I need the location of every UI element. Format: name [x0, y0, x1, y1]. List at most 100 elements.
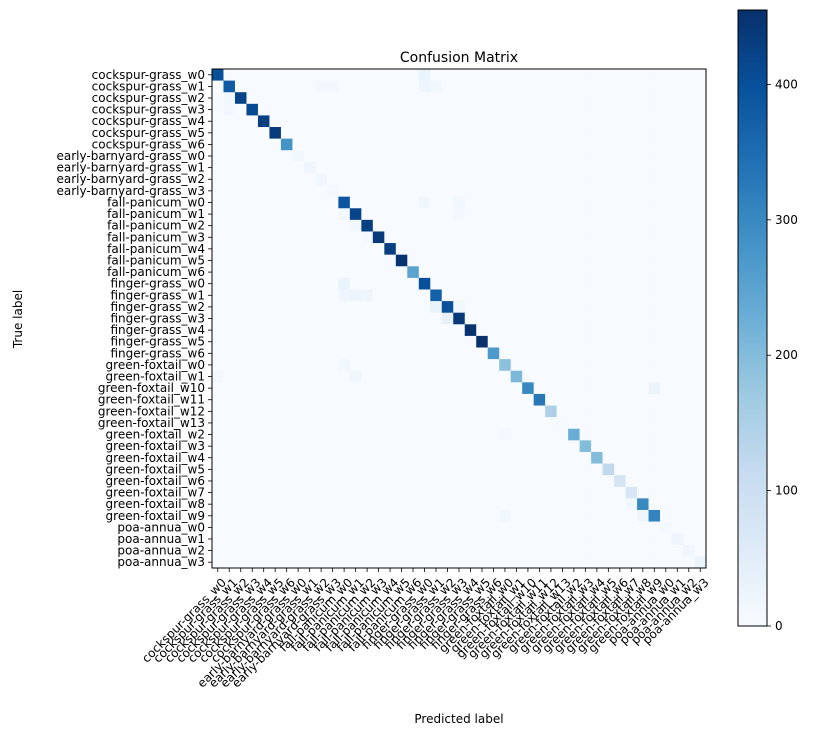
heatmap-cell — [372, 80, 385, 93]
heatmap-cell — [372, 370, 385, 383]
heatmap-cell — [234, 463, 247, 476]
heatmap-cell — [579, 231, 592, 244]
heatmap-cell — [660, 289, 672, 302]
heatmap-cell — [407, 80, 420, 93]
heatmap-cell — [510, 301, 523, 313]
heatmap-cell — [418, 440, 431, 453]
heatmap-cell — [476, 521, 489, 534]
heatmap-cell — [694, 301, 707, 313]
heatmap-cell — [234, 417, 247, 430]
heatmap-cell — [280, 451, 293, 464]
heatmap-cell — [212, 544, 224, 557]
heatmap-cell — [280, 254, 293, 267]
heatmap-cell — [591, 266, 603, 279]
heatmap-cell — [269, 173, 282, 186]
heatmap-cell — [510, 196, 523, 209]
heatmap-cell — [522, 556, 534, 569]
heatmap-cell — [361, 533, 374, 546]
heatmap-cell — [326, 475, 339, 488]
heatmap-cell — [522, 103, 534, 116]
heatmap-cell — [487, 150, 500, 163]
heatmap-cell — [648, 440, 661, 453]
heatmap-cell — [441, 161, 454, 174]
heatmap-cell — [637, 417, 649, 430]
heatmap-cell — [499, 498, 511, 511]
heatmap-cell — [694, 173, 707, 186]
heatmap-cell — [671, 243, 684, 255]
y-tick-label: green-foxtail_w8 — [106, 497, 205, 511]
heatmap-cell — [648, 150, 661, 163]
heatmap-cell — [418, 185, 431, 197]
heatmap-cell — [694, 544, 707, 557]
heatmap-cell — [384, 335, 397, 348]
heatmap-cell — [349, 69, 362, 81]
heatmap-cell — [315, 161, 328, 174]
heatmap-cell — [212, 277, 224, 290]
heatmap-cell — [372, 463, 385, 476]
heatmap-cell — [212, 370, 224, 383]
heatmap-cell — [292, 254, 305, 267]
heatmap-cell — [464, 463, 477, 476]
heatmap-cell — [648, 161, 661, 174]
heatmap-cell — [510, 266, 523, 279]
heatmap-cell — [648, 544, 661, 557]
heatmap-cell — [418, 161, 431, 174]
heatmap-cell — [430, 556, 443, 569]
heatmap-cell — [522, 544, 534, 557]
chart-title: Confusion Matrix — [400, 50, 518, 66]
heatmap-cell — [614, 463, 626, 476]
heatmap-cell — [280, 289, 293, 302]
heatmap-cell — [683, 208, 695, 221]
heatmap-cell — [453, 509, 466, 522]
heatmap-cell — [487, 127, 500, 139]
heatmap-cell — [441, 127, 454, 139]
heatmap-cell — [660, 533, 672, 546]
heatmap-cell — [269, 219, 282, 232]
heatmap-cell — [280, 521, 293, 534]
heatmap-cell — [326, 521, 339, 534]
heatmap-cell — [637, 173, 649, 186]
heatmap-cell — [671, 231, 684, 244]
heatmap-cell — [648, 92, 661, 105]
heatmap-cell — [407, 173, 420, 186]
heatmap-cell — [648, 521, 661, 534]
heatmap-cell — [384, 440, 397, 453]
heatmap-cell — [522, 312, 534, 325]
heatmap-cell — [338, 173, 351, 186]
heatmap-cell — [499, 69, 511, 81]
heatmap-cell — [499, 254, 511, 267]
heatmap-cell — [683, 301, 695, 313]
heatmap-cell — [591, 463, 603, 476]
heatmap-cell — [556, 544, 569, 557]
heatmap-cell — [384, 196, 397, 209]
heatmap-cell — [303, 254, 316, 267]
heatmap-cell — [269, 243, 282, 255]
heatmap-cell — [246, 440, 259, 453]
heatmap-cell — [637, 161, 649, 174]
heatmap-cell — [441, 382, 454, 395]
heatmap-cell — [430, 486, 443, 499]
heatmap-cell — [430, 498, 443, 511]
heatmap-cell — [660, 173, 672, 186]
heatmap-cell — [223, 544, 236, 557]
heatmap-cell — [223, 556, 236, 569]
heatmap-cell — [579, 69, 592, 81]
heatmap-cell — [430, 80, 443, 93]
heatmap-cell — [602, 115, 615, 128]
heatmap-cell — [269, 161, 282, 174]
heatmap-cell — [361, 475, 374, 488]
heatmap-cell — [453, 440, 466, 453]
heatmap-cell — [499, 509, 511, 522]
heatmap-cell — [315, 266, 328, 279]
heatmap-cell — [269, 115, 282, 128]
heatmap-cell — [395, 498, 408, 511]
heatmap-cell — [533, 463, 546, 476]
heatmap-cell — [591, 428, 603, 441]
heatmap-cell — [303, 277, 316, 290]
heatmap-cell — [269, 80, 282, 93]
heatmap-cell — [349, 127, 362, 139]
heatmap-cell — [303, 556, 316, 569]
heatmap-cell — [522, 498, 534, 511]
heatmap-cell — [292, 359, 305, 372]
heatmap-cell — [671, 393, 684, 406]
